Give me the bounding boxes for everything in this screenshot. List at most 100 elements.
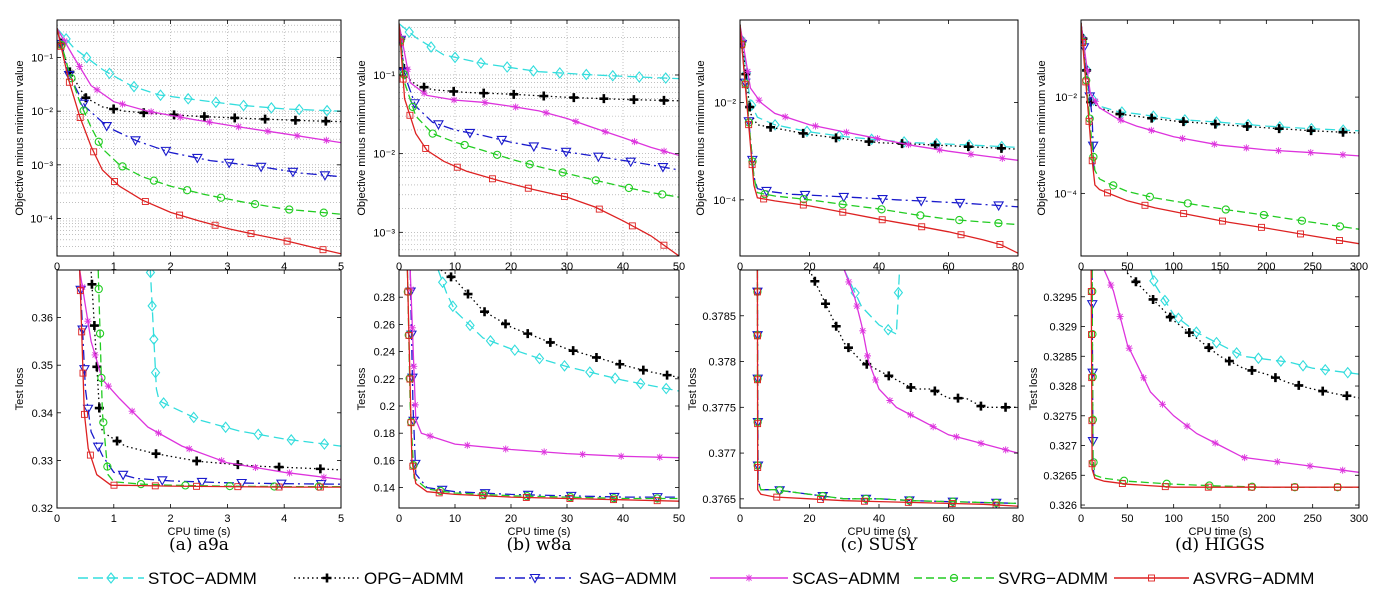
line-opg-admm <box>57 28 341 123</box>
marker-asvrg-admm <box>1081 39 1087 46</box>
marker-opg-admm <box>1242 121 1252 131</box>
marker-stoc-admm <box>1191 326 1202 339</box>
marker-opg-admm <box>1274 124 1284 134</box>
series-scas-admm <box>740 24 1018 162</box>
y-tick-label: 0.34 <box>32 408 53 420</box>
marker-opg-admm <box>463 289 473 299</box>
x-tick-label: 10 <box>449 513 461 525</box>
marker-svrg-admm <box>916 211 925 220</box>
marker-stoc-admm <box>253 428 263 441</box>
marker-sag-admm <box>63 71 75 81</box>
marker-scas-admm <box>998 154 1006 162</box>
marker-svrg-admm <box>94 284 103 294</box>
marker-opg-admm <box>662 370 672 380</box>
y-axis-label: Objective minus minimum value <box>1036 60 1048 215</box>
marker-opg-admm <box>599 94 609 104</box>
marker-opg-admm <box>290 115 300 125</box>
series-svrg-admm <box>399 23 679 199</box>
line-stoc-admm <box>437 270 679 392</box>
marker-scas-admm <box>572 118 580 126</box>
line-stoc-admm <box>149 270 341 447</box>
marker-opg-admm <box>1247 365 1257 375</box>
marker-svrg-admm <box>183 186 192 195</box>
marker-stoc-admm <box>129 80 139 93</box>
marker-asvrg-admm <box>76 287 84 295</box>
marker-svrg-admm <box>97 373 106 383</box>
chart-susy-test-loss: 0 20 40 60 80 0.3765 0.377 0.3775 0.378 0.3785 CPU… <box>687 269 1024 538</box>
marker-scas-admm <box>859 327 867 335</box>
marker-opg-admm <box>615 359 625 369</box>
marker-scas-admm <box>864 352 872 360</box>
legend-label: STOC−ADMM <box>148 569 257 588</box>
marker-scas-admm <box>1125 344 1133 352</box>
marker-asvrg-admm <box>748 161 756 169</box>
marker-asvrg-admm <box>741 81 749 89</box>
marker-stoc-admm <box>1320 363 1330 376</box>
marker-asvrg-admm <box>176 211 184 219</box>
marker-stoc-admm <box>1343 366 1353 379</box>
marker-opg-admm <box>1165 312 1175 322</box>
marker-stoc-admm <box>211 96 221 109</box>
marker-opg-admm <box>315 464 325 474</box>
legend: STOC−ADMM OPG−ADMM SAG−ADMM SCAS−ADMM SVRG−A… <box>78 569 1314 588</box>
marker-svrg-admm <box>181 481 190 490</box>
marker-stoc-admm <box>608 69 618 82</box>
y-tick-label: 0.33 <box>32 455 53 467</box>
x-tick-label: 0 <box>737 261 743 273</box>
marker-stoc-admm <box>610 372 620 385</box>
marker-stoc-admm <box>448 300 458 313</box>
marker-stoc-admm <box>104 67 115 80</box>
marker-asvrg-admm <box>193 482 200 490</box>
marker-sag-admm <box>196 477 208 488</box>
marker-opg-admm <box>906 382 916 392</box>
marker-scas-admm <box>481 99 489 107</box>
marker-opg-admm <box>545 337 555 347</box>
axes-box <box>398 269 680 509</box>
marker-svrg-admm <box>79 106 88 115</box>
marker-svrg-admm <box>1145 192 1155 201</box>
marker-svrg-admm <box>624 183 634 193</box>
marker-sag-admm <box>496 135 508 146</box>
marker-stoc-admm <box>286 433 296 446</box>
marker-svrg-admm <box>1221 205 1230 214</box>
legend-item-scas-admm: SCAS−ADMM <box>710 569 900 588</box>
marker-stoc-admm <box>510 344 520 357</box>
marker-scas-admm <box>420 89 428 97</box>
legend-marker-scas-admm <box>745 574 753 582</box>
x-tick-label: 40 <box>873 513 885 525</box>
marker-scas-admm <box>91 351 99 359</box>
marker-opg-admm <box>810 276 820 286</box>
marker-asvrg-admm <box>1088 157 1096 165</box>
series-group <box>57 27 341 255</box>
x-tick-label: 50 <box>673 513 685 525</box>
marker-opg-admm <box>996 143 1006 153</box>
marker-opg-admm <box>1318 386 1328 396</box>
line-svrg-admm <box>399 23 679 198</box>
marker-svrg-admm <box>799 195 808 204</box>
marker-sag-admm <box>625 157 637 168</box>
marker-sag-admm <box>160 146 172 157</box>
marker-svrg-admm <box>591 176 600 185</box>
series-stoc-admm <box>145 270 341 450</box>
y-tick-label: 0.26 <box>374 319 395 331</box>
marker-asvrg-admm <box>111 178 119 185</box>
line-opg-admm <box>399 23 679 102</box>
marker-scas-admm <box>502 445 510 453</box>
marker-asvrg-admm <box>754 376 761 384</box>
plot-area <box>399 20 679 256</box>
y-axis-label: Test loss <box>14 367 26 410</box>
x-tick-label: 80 <box>1012 513 1024 525</box>
marker-stoc-admm <box>426 41 436 53</box>
marker-opg-admm <box>638 365 648 375</box>
marker-stoc-admm <box>319 438 330 450</box>
line-asvrg-admm <box>1090 270 1359 488</box>
series-group <box>1081 22 1359 245</box>
marker-svrg-admm <box>319 208 328 217</box>
marker-svrg-admm <box>399 70 408 79</box>
marker-asvrg-admm <box>918 223 926 231</box>
y-tick-label: 0.3275 <box>1043 411 1077 423</box>
